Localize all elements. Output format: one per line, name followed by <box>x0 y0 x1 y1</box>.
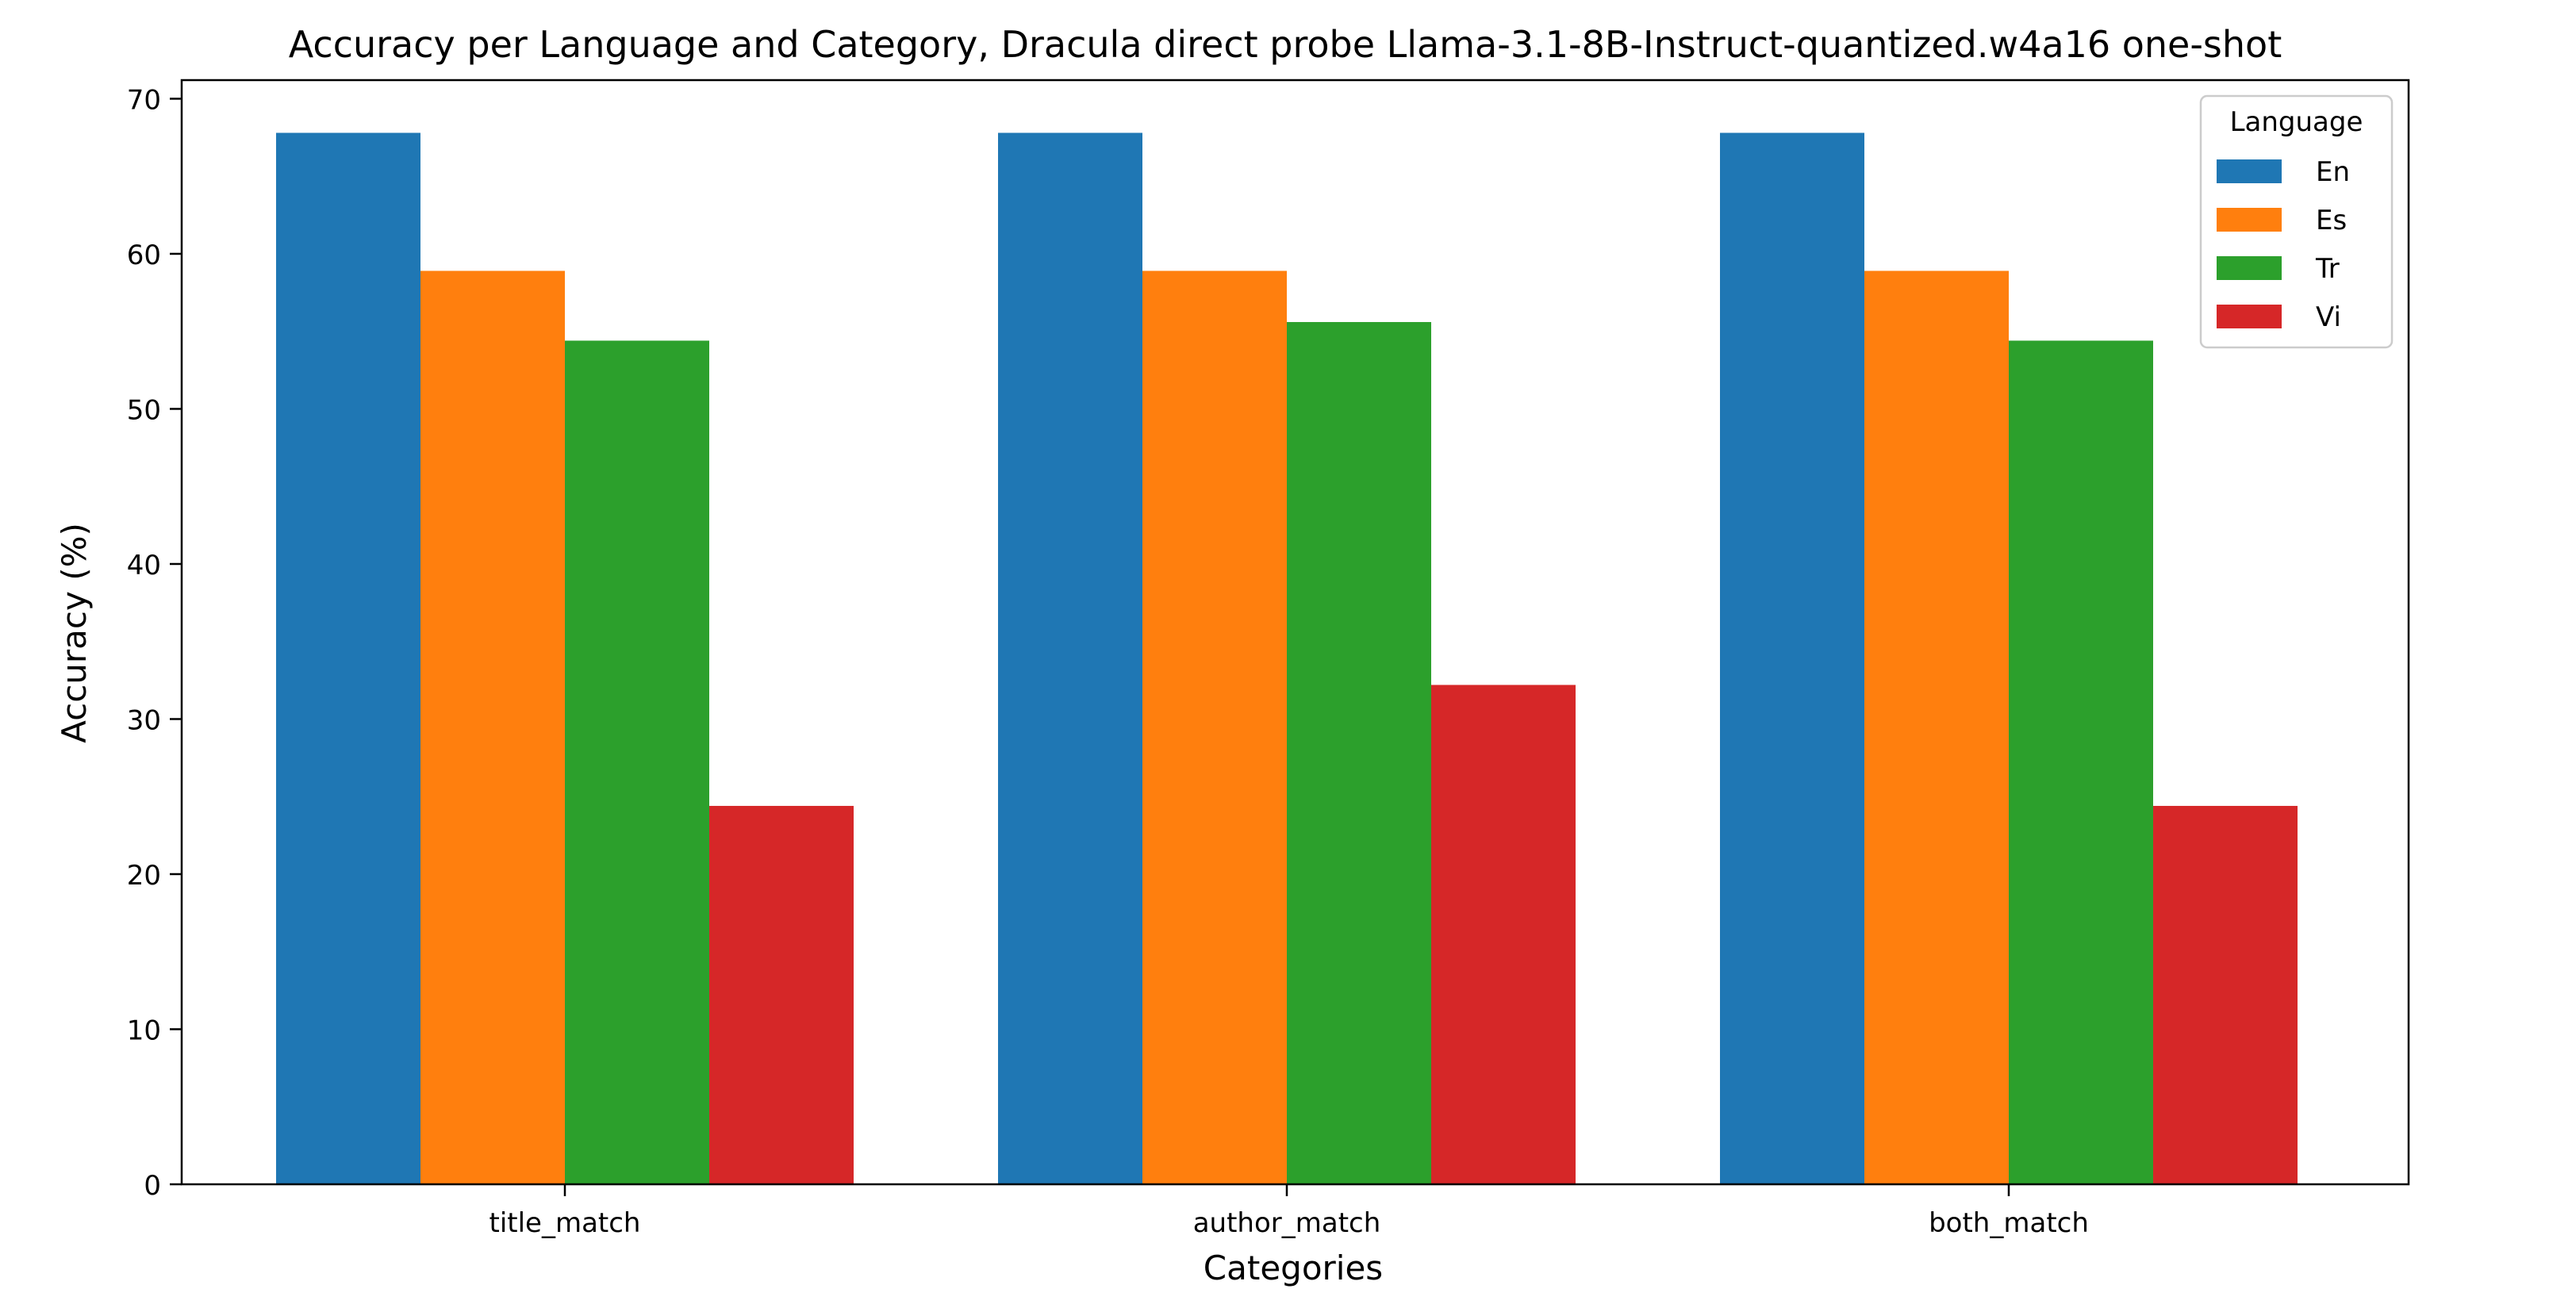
y-tick-label: 60 <box>127 240 161 271</box>
legend-label-vi: Vi <box>2316 301 2341 333</box>
legend-frame <box>2199 94 2394 349</box>
bar-vi-title-match <box>709 805 854 1184</box>
y-tick-label: 70 <box>127 84 161 116</box>
y-tick-label: 0 <box>144 1170 161 1202</box>
legend-label-en: En <box>2316 156 2350 188</box>
plot-frame <box>180 79 2410 1186</box>
bars-layer <box>276 132 2298 1184</box>
bar-tr-title-match <box>565 340 709 1184</box>
bar-vi-both-match <box>2153 805 2298 1184</box>
legend-swatch-en <box>2217 159 2282 183</box>
legend-label-es: Es <box>2316 205 2347 236</box>
y-tick-label: 40 <box>127 550 161 581</box>
x-axis-label: Categories <box>1204 1249 1383 1287</box>
x-tick-label-both-match: both_match <box>1929 1207 2089 1239</box>
y-tick-label: 10 <box>127 1015 161 1046</box>
legend-title: Language <box>2230 106 2363 138</box>
bar-vi-author-match <box>1431 685 1576 1184</box>
x-tick-label-title-match: title_match <box>489 1207 640 1239</box>
legend: Language En Es Tr Vi <box>2199 94 2394 349</box>
y-tick-label: 20 <box>127 860 161 892</box>
bar-en-title-match <box>276 132 420 1184</box>
bar-es-author-match <box>1142 270 1287 1184</box>
bar-en-both-match <box>1720 132 1864 1184</box>
bar-en-author-match <box>998 132 1142 1184</box>
bar-es-title-match <box>420 270 565 1184</box>
chart-title: Accuracy per Language and Category, Drac… <box>289 23 2282 66</box>
axes-layer: 0 10 20 30 40 50 60 70 title_match author_match bo… <box>127 79 2410 1239</box>
legend-swatch-es <box>2217 208 2282 232</box>
bar-es-both-match <box>1864 270 2009 1184</box>
bar-tr-author-match <box>1287 321 1431 1184</box>
x-tick-label-author-match: author_match <box>1193 1207 1381 1239</box>
y-tick-label: 30 <box>127 704 161 736</box>
legend-swatch-tr <box>2217 256 2282 280</box>
legend-label-tr: Tr <box>2315 253 2340 285</box>
y-axis-label: Accuracy (%) <box>55 523 94 743</box>
bar-tr-both-match <box>2009 340 2153 1184</box>
legend-swatch-vi <box>2217 305 2282 328</box>
y-tick-label: 50 <box>127 394 161 426</box>
